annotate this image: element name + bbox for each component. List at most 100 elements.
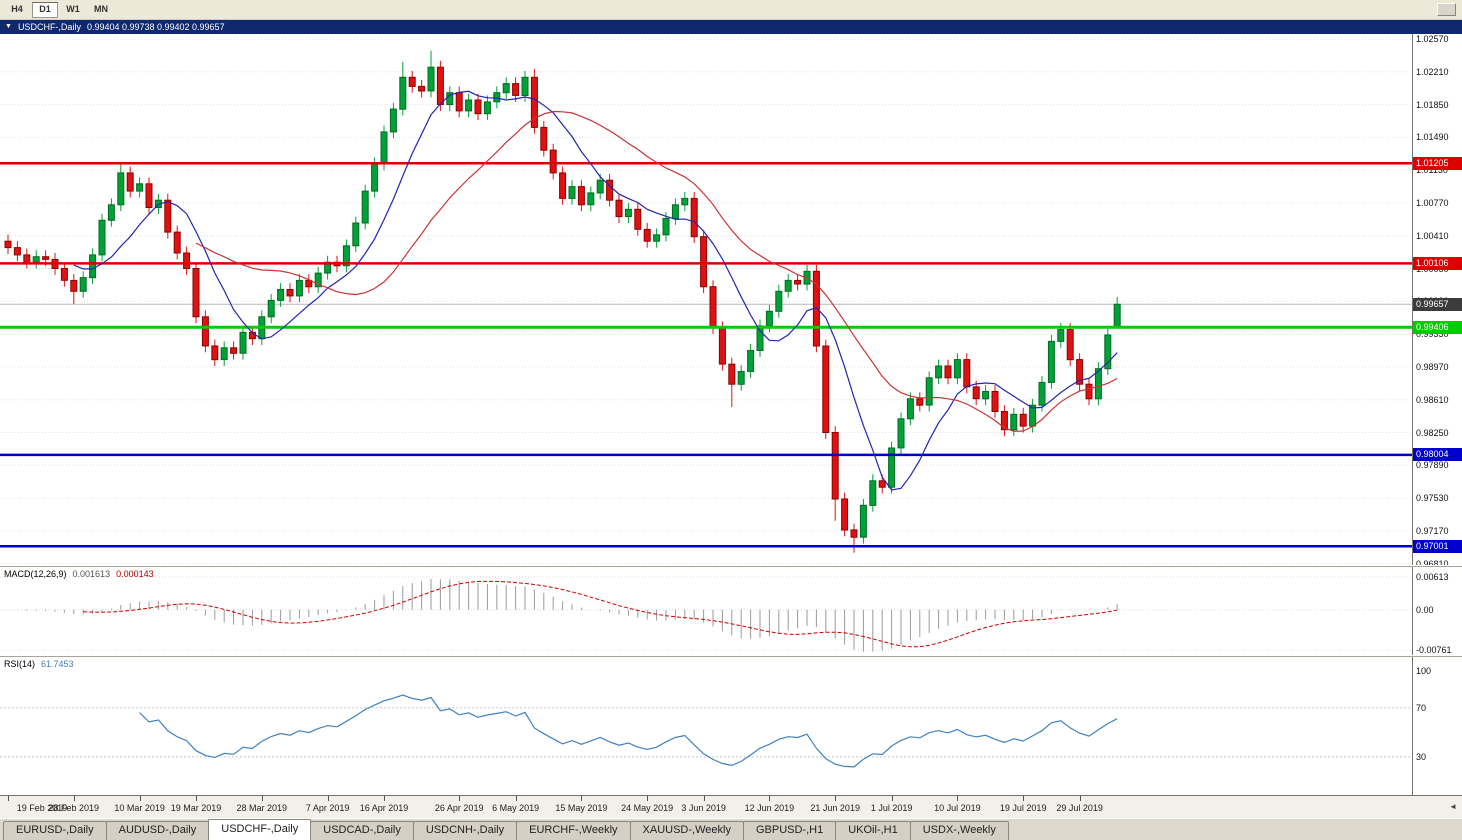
macd-tick-label: 0.00 bbox=[1416, 604, 1434, 615]
time-tick bbox=[647, 796, 649, 801]
time-tick bbox=[327, 796, 329, 801]
macd-panel: MACD(12,26,9) 0.001613 0.000143 0.00613 0… bbox=[0, 567, 1462, 655]
time-label: 28 Mar 2019 bbox=[236, 803, 288, 813]
rsi-tick-label: 70 bbox=[1416, 702, 1427, 713]
price-scale[interactable]: 1.02570 1.02210 1.01850 1.01490 1.01130 1.007… bbox=[1412, 34, 1462, 565]
tab-eurchf[interactable]: EURCHF-,Weekly bbox=[516, 821, 631, 840]
timeframe-toolbar: H4 D1 W1 MN bbox=[0, 0, 1462, 20]
collapse-triangle-icon[interactable]: ▼ bbox=[5, 23, 12, 30]
time-label: 19 Jul 2019 bbox=[999, 803, 1047, 813]
chart-ohlc-values: 0.99404 0.99738 0.99402 0.99657 bbox=[86, 22, 225, 32]
time-label: 28 Feb 2019 bbox=[48, 803, 100, 813]
current-price-tag: 0.99657 bbox=[1413, 297, 1462, 311]
time-label: 10 Mar 2019 bbox=[114, 803, 165, 813]
timeframe-mn-button[interactable]: MN bbox=[88, 1, 114, 18]
tab-usdx[interactable]: USDX-,Weekly bbox=[909, 821, 1009, 840]
chart-symbol-label: USDCHF-,Daily bbox=[17, 22, 81, 32]
time-scale[interactable]: 19 Feb 2019 28 Feb 2019 10 Mar 2019 19 Mar … bbox=[0, 795, 1462, 818]
rsi-plot[interactable]: RSI(14) 61.7453 bbox=[0, 657, 1412, 795]
macd-signal-value: 0.000143 bbox=[116, 569, 154, 579]
rsi-chart-canvas[interactable] bbox=[0, 657, 1412, 795]
time-label: 6 May 2019 bbox=[492, 803, 540, 813]
macd-name: MACD(12,26,9) bbox=[4, 569, 67, 579]
macd-scale[interactable]: 0.00613 0.00 -0.00761 bbox=[1412, 567, 1462, 655]
price-tick-label: 0.98610 bbox=[1416, 394, 1449, 405]
time-tick bbox=[957, 796, 959, 801]
timeframe-h4-button[interactable]: H4 bbox=[4, 1, 30, 18]
rsi-indicator-label: RSI(14) 61.7453 bbox=[4, 659, 74, 669]
time-label: 12 Jun 2019 bbox=[744, 803, 795, 813]
time-tick bbox=[703, 796, 705, 801]
chart-tab-bar: EURUSD-,Daily AUDUSD-,Daily USDCHF-,Dail… bbox=[0, 818, 1462, 840]
time-label: 19 Mar 2019 bbox=[170, 803, 222, 813]
time-tick bbox=[73, 796, 75, 801]
time-tick bbox=[835, 796, 837, 801]
time-tick bbox=[581, 796, 583, 801]
rsi-scale[interactable]: 100 70 30 bbox=[1412, 657, 1462, 795]
price-tick-label: 0.96810 bbox=[1416, 558, 1449, 565]
timeframe-d1-button[interactable]: D1 bbox=[32, 1, 58, 18]
main-chart-plot[interactable] bbox=[0, 34, 1412, 565]
tab-ukoil[interactable]: UKOil-,H1 bbox=[835, 821, 911, 840]
price-tick-label: 0.97170 bbox=[1416, 525, 1449, 536]
panel-splitter[interactable] bbox=[0, 655, 1462, 657]
time-tick bbox=[459, 796, 461, 801]
scrollbar-arrow-icon[interactable]: ◄ bbox=[1449, 802, 1457, 811]
price-tick-label: 1.01490 bbox=[1416, 132, 1449, 143]
window-restore-button[interactable] bbox=[1437, 3, 1456, 16]
candlestick-chart-canvas[interactable] bbox=[0, 34, 1412, 565]
time-tick bbox=[891, 796, 893, 801]
rsi-value: 61.7453 bbox=[41, 659, 74, 669]
macd-plot[interactable]: MACD(12,26,9) 0.001613 0.000143 bbox=[0, 567, 1412, 655]
price-level-tag: 1.00106 bbox=[1413, 256, 1462, 270]
time-label: 3 Jun 2019 bbox=[681, 803, 726, 813]
price-tick-label: 0.99330 bbox=[1416, 329, 1449, 340]
tab-usdchf[interactable]: USDCHF-,Daily bbox=[208, 819, 312, 840]
macd-tick-label: -0.00761 bbox=[1416, 645, 1452, 655]
time-label: 26 Apr 2019 bbox=[434, 803, 484, 813]
price-tick-label: 1.02570 bbox=[1416, 34, 1449, 44]
time-label: 7 Apr 2019 bbox=[305, 803, 350, 813]
tab-gbpusd[interactable]: GBPUSD-,H1 bbox=[742, 821, 837, 840]
tab-audusd[interactable]: AUDUSD-,Daily bbox=[105, 821, 210, 840]
time-label: 24 May 2019 bbox=[621, 803, 674, 813]
macd-indicator-label: MACD(12,26,9) 0.001613 0.000143 bbox=[4, 569, 154, 579]
panel-splitter[interactable] bbox=[0, 565, 1462, 567]
time-tick bbox=[261, 796, 263, 801]
tab-usdcad[interactable]: USDCAD-,Daily bbox=[310, 821, 414, 840]
time-tick bbox=[1023, 796, 1025, 801]
chart-title-bar: ▼ USDCHF-,Daily 0.99404 0.99738 0.99402 … bbox=[0, 20, 1462, 34]
time-label: 1 Jul 2019 bbox=[870, 803, 913, 813]
price-level-tag: 0.97001 bbox=[1413, 539, 1462, 553]
time-tick bbox=[1079, 796, 1081, 801]
rsi-name: RSI(14) bbox=[4, 659, 36, 669]
time-tick bbox=[8, 796, 9, 801]
price-tick-label: 1.00770 bbox=[1416, 198, 1449, 208]
time-tick bbox=[196, 796, 197, 801]
price-tick-label: 1.01850 bbox=[1416, 99, 1449, 110]
macd-tick-label: 0.00613 bbox=[1416, 572, 1449, 582]
macd-main-value: 0.001613 bbox=[72, 569, 111, 579]
time-label: 15 May 2019 bbox=[555, 803, 608, 813]
time-tick bbox=[515, 796, 517, 801]
price-tick-label: 1.01130 bbox=[1416, 165, 1448, 176]
tab-usdcnh[interactable]: USDCNH-,Daily bbox=[412, 821, 518, 840]
price-tick-label: 1.00410 bbox=[1416, 230, 1449, 241]
timeframe-w1-button[interactable]: W1 bbox=[60, 1, 86, 18]
time-label: 29 Jul 2019 bbox=[1056, 803, 1103, 813]
price-level-tag: 0.98004 bbox=[1413, 448, 1462, 462]
price-level-tag: 1.01205 bbox=[1413, 156, 1462, 170]
rsi-panel: RSI(14) 61.7453 100 70 30 bbox=[0, 657, 1462, 795]
rsi-tick-label: 100 bbox=[1416, 666, 1432, 676]
time-label: 19 Feb 2019 bbox=[16, 803, 68, 813]
time-tick bbox=[769, 796, 771, 801]
price-level-tag: 0.99406 bbox=[1413, 320, 1462, 334]
price-tick-label: 0.97530 bbox=[1416, 493, 1449, 504]
time-label: 16 Apr 2019 bbox=[359, 803, 409, 813]
rsi-tick-label: 30 bbox=[1416, 751, 1427, 762]
tab-eurusd[interactable]: EURUSD-,Daily bbox=[3, 821, 107, 840]
macd-chart-canvas[interactable] bbox=[0, 567, 1412, 655]
tab-xauusd[interactable]: XAUUSD-,Weekly bbox=[629, 821, 744, 840]
main-chart-panel: 1.02570 1.02210 1.01850 1.01490 1.01130 1.007… bbox=[0, 34, 1462, 565]
